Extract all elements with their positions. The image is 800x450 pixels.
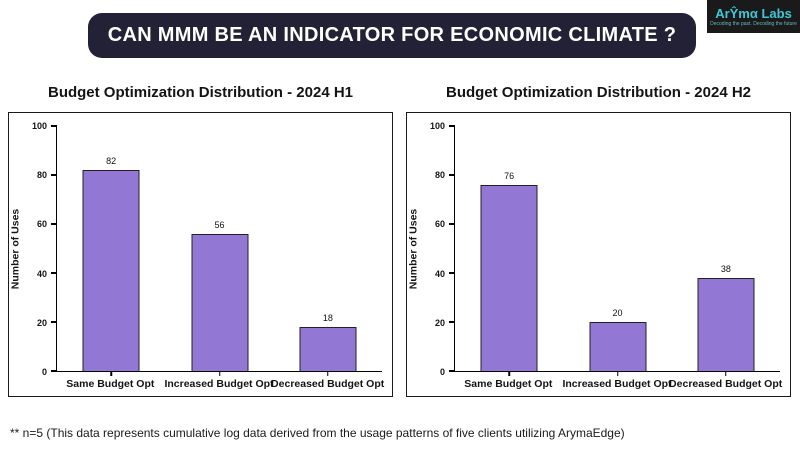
logo-wordmark: ArŶmα Labs (715, 5, 792, 21)
x-tick-mark (725, 371, 727, 376)
bar-chart-2024-h1: Number of Uses 0 20 40 60 80 100 82 56 18 Same Bud… (8, 112, 393, 397)
x-tick-label: Increased Budget Opt (164, 378, 274, 390)
bar-increased-budget-opt (191, 233, 248, 371)
bar-decreased-budget-opt (697, 277, 755, 371)
y-tick-mark (51, 370, 57, 372)
bar-value-label: 38 (720, 263, 731, 274)
y-tick-mark (449, 272, 455, 274)
y-tick-label: 100 (31, 121, 47, 131)
y-tick-mark (51, 125, 57, 127)
y-tick-label: 80 (36, 170, 47, 181)
y-tick-label: 0 (439, 367, 445, 377)
y-tick-mark (449, 370, 455, 372)
y-tick-label: 40 (36, 268, 47, 279)
bar-chart-2024-h2: Number of Uses 0 20 40 60 80 100 76 20 38 Same Bud… (406, 112, 791, 397)
x-tick-mark (110, 371, 112, 376)
bar-value-label: 56 (214, 219, 225, 230)
y-tick-label: 20 (36, 317, 47, 328)
x-tick-mark (508, 371, 510, 376)
y-tick-mark (449, 321, 455, 323)
bar-same-budget-opt (82, 170, 140, 371)
bar-value-label: 20 (612, 308, 623, 318)
x-tick-label: Same Budget Opt (464, 378, 553, 390)
y-tick-mark (51, 321, 57, 323)
x-tick-label: Decreased Budget Opt (669, 378, 783, 390)
footnote: ** n=5 (This data represents cumulative … (10, 426, 625, 440)
x-tick-label: Increased Budget Opt (562, 378, 672, 390)
plot-area: 76 20 38 (449, 125, 780, 376)
y-tick-mark (449, 125, 455, 127)
x-tick-label: Same Budget Opt (66, 378, 155, 390)
bar-decreased-budget-opt (299, 326, 357, 371)
y-tick-label: 60 (434, 219, 445, 230)
chart-title-h1: Budget Optimization Distribution - 2024 … (47, 84, 354, 101)
x-tick-mark (327, 371, 329, 376)
y-tick-mark (51, 223, 57, 225)
x-axis-labels: Same Budget Opt Increased Budget Opt Decre… (454, 378, 783, 393)
bar-increased-budget-opt (589, 322, 646, 371)
logo-tagline: Decoding the past. Decoding the future (710, 20, 797, 27)
bar-same-budget-opt (480, 184, 538, 371)
y-axis-ticks: 0 20 40 60 80 100 (407, 121, 449, 377)
y-tick-label: 0 (41, 367, 47, 377)
y-tick-mark (449, 223, 455, 225)
x-tick-mark (616, 371, 619, 376)
slide-title: CAN MMM BE AN INDICATOR FOR ECONOMIC CLI… (107, 24, 677, 46)
aryma-labs-logo: ArŶmα Labs Decoding the past. Decoding t… (707, 0, 800, 33)
x-tick-mark (218, 371, 221, 376)
y-tick-label: 20 (434, 317, 445, 328)
x-tick-label: Decreased Budget Opt (271, 378, 385, 390)
y-tick-label: 40 (434, 268, 445, 279)
bar-value-label: 18 (322, 312, 333, 323)
y-tick-mark (51, 174, 57, 176)
bar-value-label: 76 (504, 170, 515, 181)
y-tick-label: 100 (429, 121, 445, 131)
slide-title-banner: CAN MMM BE AN INDICATOR FOR ECONOMIC CLI… (88, 13, 696, 58)
y-tick-mark (449, 174, 455, 176)
plot-area: 82 56 18 (51, 125, 382, 376)
chart-title-h2: Budget Optimization Distribution - 2024 … (445, 84, 752, 101)
y-tick-label: 80 (434, 170, 445, 181)
y-tick-label: 60 (36, 219, 47, 230)
bar-value-label: 82 (106, 156, 117, 167)
y-axis-ticks: 0 20 40 60 80 100 (9, 121, 51, 377)
x-axis-labels: Same Budget Opt Increased Budget Opt Decre… (56, 378, 385, 393)
y-tick-mark (51, 272, 57, 274)
